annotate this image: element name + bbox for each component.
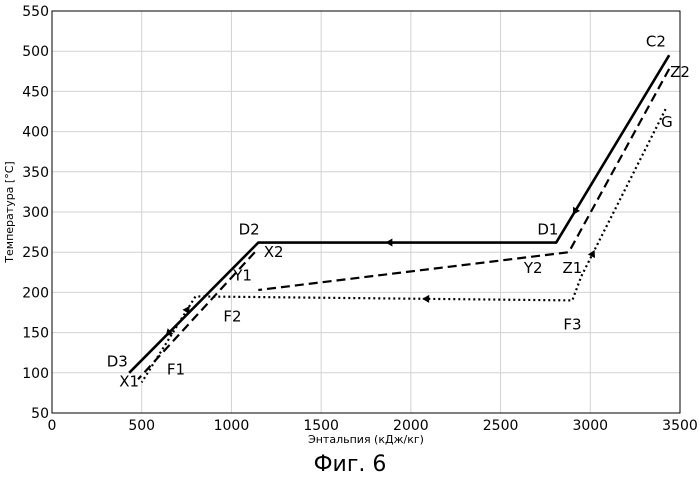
point-label: G — [661, 113, 673, 131]
point-label: F1 — [167, 360, 185, 378]
y-tick-label: 300 — [22, 205, 49, 221]
y-tick-label: 500 — [22, 44, 49, 60]
y-tick-label: 50 — [31, 406, 49, 422]
point-label: F3 — [563, 315, 581, 333]
y-tick-label: 400 — [22, 125, 49, 141]
x-tick-label: 2500 — [483, 418, 519, 434]
flow-arrow — [385, 239, 392, 247]
x-tick-label: 500 — [128, 418, 155, 434]
point-label: D3 — [107, 352, 128, 370]
point-label: D2 — [239, 221, 260, 239]
point-label: F2 — [223, 307, 241, 325]
enthalpy-temperature-chart: 0500100015002000250030003500 50100150200… — [0, 0, 700, 450]
x-tick-label: 1500 — [303, 418, 339, 434]
y-tick-label: 100 — [22, 366, 49, 382]
y-tick-label: 150 — [22, 326, 49, 342]
y-tick-label: 250 — [22, 245, 49, 261]
y-tick-labels: 50 100 150 200 250 300 350 400 450 500 550 — [22, 4, 49, 422]
point-label: X1 — [119, 372, 139, 390]
point-label: Y1 — [232, 266, 252, 284]
point-label: Y2 — [523, 259, 543, 277]
y-tick-label: 350 — [22, 165, 49, 181]
point-label: Z1 — [562, 259, 582, 277]
x-tick-label: 1000 — [214, 418, 250, 434]
series-line-solid — [129, 55, 669, 373]
flow-arrow — [422, 295, 429, 303]
series-layer — [129, 55, 669, 382]
figure-caption: Фиг. 6 — [0, 452, 700, 477]
series-line-dotted — [142, 109, 666, 382]
x-tick-label: 2000 — [393, 418, 429, 434]
point-label: D1 — [537, 221, 558, 239]
x-tick-label: 3500 — [662, 418, 698, 434]
y-axis-label: Температура [°C] — [3, 161, 16, 263]
point-label: C2 — [646, 32, 666, 50]
grid — [52, 11, 680, 413]
point-label: X2 — [264, 243, 284, 261]
series-line-dashed — [258, 69, 669, 290]
flow-arrow — [182, 306, 189, 314]
x-tick-label: 3000 — [572, 418, 608, 434]
y-tick-label: 200 — [22, 285, 49, 301]
y-tick-label: 550 — [22, 4, 49, 20]
x-tick-labels: 0500100015002000250030003500 — [48, 418, 698, 434]
point-label: Z2 — [670, 63, 690, 81]
x-axis-label: Энтальпия (кДж/кг) — [308, 433, 424, 446]
point-annotations: C2Z2 G D1 Y2 Z1 F3 D2X2 Y1 F2 D3 F1 X1 — [107, 32, 690, 390]
y-tick-label: 450 — [22, 84, 49, 100]
